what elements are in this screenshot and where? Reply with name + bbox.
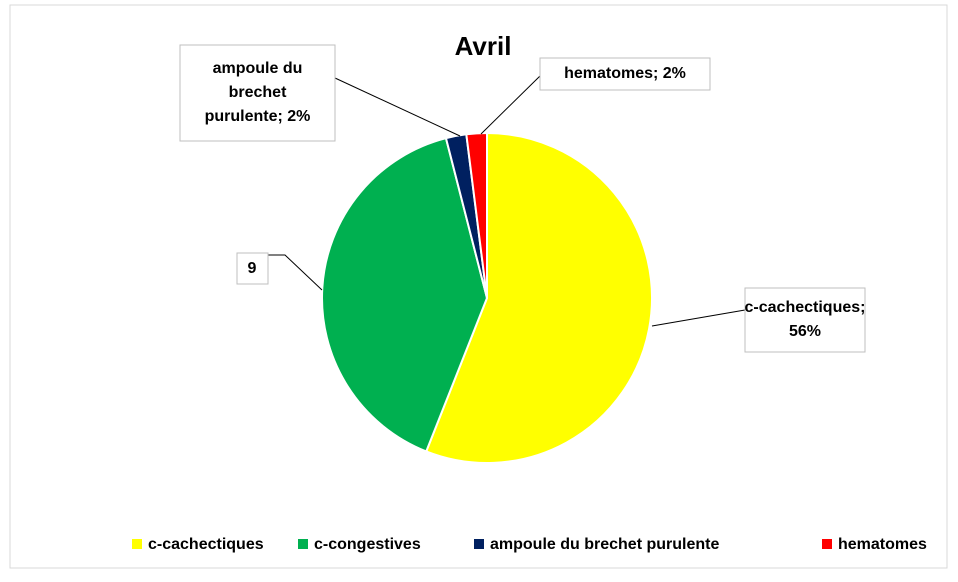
data-label-box [179,44,336,142]
legend-swatch [474,539,484,549]
data-label: hematomes; 2% [564,65,686,82]
data-label: brechet [229,84,287,101]
leader-line [268,254,323,291]
legend-label: c-congestives [314,536,421,553]
leader-line [480,75,541,135]
data-label: 56% [789,323,821,340]
legend-swatch [132,539,142,549]
legend-swatch [298,539,308,549]
legend-label: ampoule du brechet purulente [490,536,719,553]
legend-label: hematomes [838,536,927,553]
data-label-box [744,287,866,353]
leader-line [651,309,746,327]
legend-swatch [822,539,832,549]
data-label: c-cachectiques; [745,299,866,316]
pie-slice [424,131,653,464]
pie-slice [465,131,488,299]
data-label: 9 [248,260,257,277]
data-label-box [539,57,711,91]
leader-line [334,77,461,137]
chart-title: Avril [455,31,512,61]
data-label: ampoule du [213,60,303,77]
pie-slice [321,136,489,453]
data-label: purulente; 2% [205,108,311,125]
data-label-box [236,252,269,285]
legend-label: c-cachectiques [148,536,264,553]
